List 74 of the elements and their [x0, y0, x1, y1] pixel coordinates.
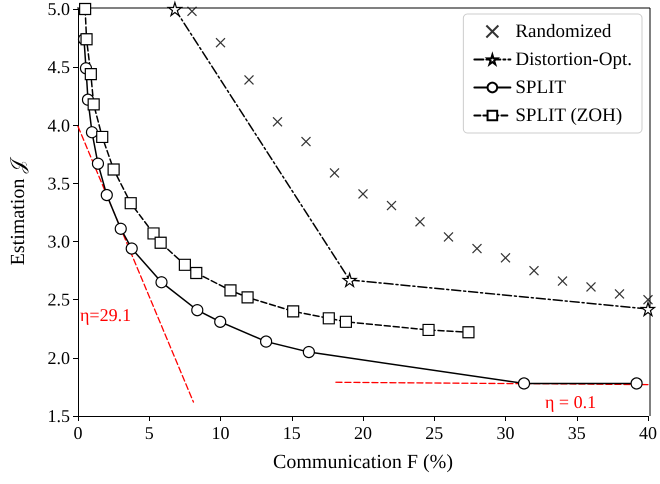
point: [92, 158, 104, 170]
point: [241, 291, 254, 304]
y-tick-label: 4.5: [48, 57, 70, 78]
point: [528, 266, 540, 276]
point: [322, 312, 335, 324]
point: [79, 2, 92, 16]
point: [114, 222, 127, 235]
point: [329, 168, 340, 178]
y-axis-title: Estimation 𝒥: [7, 156, 29, 266]
point: [84, 68, 97, 80]
legend-label: Distortion-Opt.: [515, 49, 632, 70]
annotation: η = 0.1: [545, 392, 596, 412]
point: [190, 266, 202, 280]
point: [80, 33, 93, 46]
x-axis-title: Communication F (%): [273, 451, 453, 473]
x-tick-label: 5: [144, 423, 154, 443]
point: [630, 377, 643, 390]
point: [386, 200, 397, 211]
y-tick-label: 2.5: [48, 290, 70, 310]
x-tick-label: 35: [568, 423, 586, 443]
point: [214, 316, 226, 328]
point: [100, 188, 113, 202]
x-tick-label: 30: [496, 423, 514, 443]
x-tick-label: 15: [282, 423, 301, 443]
point: [500, 252, 511, 263]
point: [260, 335, 272, 348]
point: [155, 276, 168, 288]
y-tick-label: 4.0: [48, 115, 70, 136]
y-tick-label: 3.5: [48, 173, 70, 194]
legend-label: SPLIT (ZOH): [515, 105, 622, 126]
point: [614, 288, 625, 299]
point: [358, 188, 368, 199]
point: [302, 346, 315, 358]
x-tick-label: 10: [212, 423, 230, 443]
legend-label: Randomized: [515, 21, 612, 42]
x-tick-label: 20: [354, 423, 372, 443]
y-tick-label: 3.0: [48, 232, 70, 252]
point: [586, 282, 596, 292]
y-tick-label: 1.5: [48, 406, 70, 426]
point: [108, 163, 120, 176]
annotation: η=29.1: [80, 305, 132, 325]
point: [96, 130, 108, 144]
y-tick-label: 5.0: [48, 0, 70, 19]
point: [472, 243, 482, 254]
point: [244, 74, 254, 86]
point: [86, 126, 98, 138]
point: [300, 136, 312, 147]
point: [518, 377, 530, 390]
x-tick-label: 25: [425, 423, 444, 443]
point: [443, 232, 454, 242]
point: [191, 304, 204, 316]
point: [224, 284, 237, 297]
point: [124, 197, 137, 210]
point: [462, 326, 475, 338]
point: [272, 116, 283, 127]
point: [342, 272, 357, 288]
x-tick-label: 40: [639, 423, 657, 443]
y-tick-label: 2.0: [48, 348, 70, 368]
x-tick-label: 0: [74, 423, 82, 443]
legend-label: SPLIT: [515, 77, 566, 98]
point: [126, 242, 138, 255]
point: [557, 276, 568, 286]
point: [168, 2, 182, 16]
point: [178, 258, 191, 271]
point: [215, 38, 226, 48]
point: [422, 324, 435, 336]
point: [414, 216, 426, 227]
point: [642, 294, 654, 305]
point: [287, 305, 300, 318]
point: [154, 236, 167, 249]
point: [640, 302, 656, 316]
point: [340, 316, 352, 328]
point: [186, 6, 198, 16]
point: [88, 98, 100, 110]
